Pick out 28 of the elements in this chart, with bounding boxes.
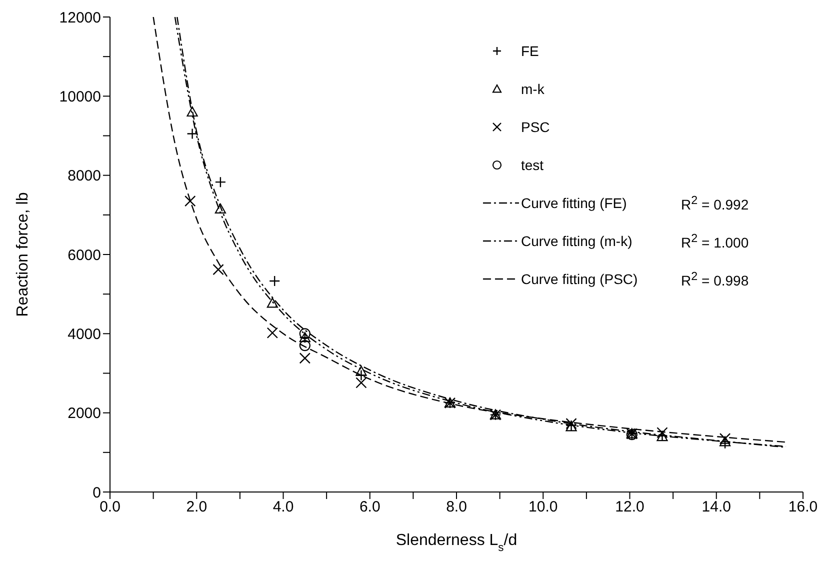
y-tick-label: 4000 <box>68 326 101 343</box>
legend-label: PSC <box>521 119 550 135</box>
x-axis-title: Slenderness L$_{s}$/d <box>396 532 518 554</box>
y-tick-label: 0 <box>92 484 101 502</box>
annotation: R$^{2}$ = 0.998 <box>681 270 749 288</box>
x-tick-label: 6.0 <box>359 498 380 516</box>
x-tick-label: 14.0 <box>702 498 731 516</box>
y-tick-label: 8000 <box>68 168 101 185</box>
x-tick-label: 8.0 <box>446 498 467 516</box>
legend-label: m-k <box>521 81 544 97</box>
legend-label: FE <box>521 43 539 59</box>
x-tick-label: 2.0 <box>186 498 208 516</box>
x-tick-label: 0.0 <box>100 498 120 516</box>
x-tick-label: 16.0 <box>788 498 818 516</box>
legend-label: test <box>521 157 544 173</box>
y-axis-title: Reaction force, lb <box>14 192 32 317</box>
y-tick-label: 10000 <box>59 88 101 106</box>
legend-label: Curve fitting (m-k) <box>521 233 634 249</box>
legend-label: Curve fitting (PSC) <box>521 271 639 287</box>
y-tick-label: 2000 <box>68 405 101 422</box>
y-tick-label: 6000 <box>68 246 101 264</box>
y-tick-label: 12000 <box>59 9 101 26</box>
legend-label: Curve fitting (FE) <box>521 195 628 211</box>
annotation: R$^{2}$ = 0.992 <box>681 194 749 212</box>
annotation: R$^{2}$ = 1.000 <box>681 232 749 250</box>
x-tick-label: 4.0 <box>272 498 294 516</box>
x-tick-label: 12.0 <box>615 498 644 516</box>
x-tick-label: 10.0 <box>528 498 558 516</box>
